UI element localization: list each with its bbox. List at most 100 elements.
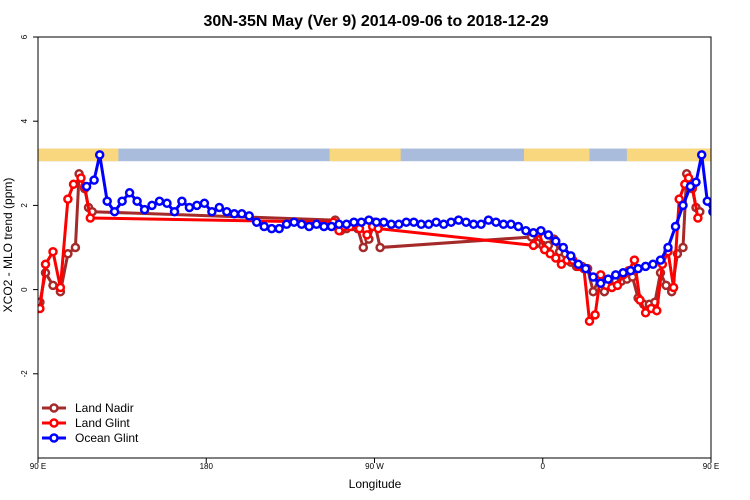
land-band-segment [329,148,401,162]
data-point-ocean-glint [326,221,337,232]
data-point-ocean-glint [401,217,412,227]
data-point-ocean-glint [109,206,120,217]
data-point-land-glint [590,310,600,320]
legend-item-land-glint: Land Glint [42,416,130,430]
land-band-segment [524,148,590,162]
data-point-ocean-glint [446,217,456,227]
data-point-ocean-glint [573,259,584,270]
legend-label: Ocean Glint [75,431,139,445]
x-tick-label: 90 E [703,462,719,471]
data-point-ocean-glint [409,217,419,227]
data-point-ocean-glint [341,219,352,230]
data-point-land-nadir [48,280,58,291]
data-point-ocean-glint [379,217,389,227]
data-point-land-glint [693,213,703,223]
data-point-ocean-glint [453,215,464,225]
data-point-land-glint [551,253,561,263]
data-point-ocean-glint [543,230,554,240]
data-point-land-glint [629,255,640,265]
data-point-ocean-glint [229,209,240,219]
data-point-ocean-glint [670,221,681,232]
data-point-ocean-glint [386,219,397,230]
x-tick-label: 0 [541,462,546,471]
x-tick-label: 180 [200,462,214,471]
y-axis-label: XCO2 - MLO trend (ppm) [1,178,15,313]
data-point-ocean-glint [319,221,329,232]
data-point-ocean-glint [371,217,382,227]
data-point-ocean-glint [580,263,591,274]
data-point-ocean-glint [154,196,165,206]
data-point-ocean-glint [506,219,516,230]
data-point-ocean-glint [102,196,112,206]
data-point-ocean-glint [431,217,441,227]
data-point-land-glint [85,213,96,223]
data-point-ocean-glint [89,175,99,185]
data-point-land-glint [668,282,679,293]
data-point-ocean-glint [461,217,471,227]
data-point-land-nadir [588,286,598,297]
data-point-ocean-glint [334,219,344,230]
data-point-ocean-glint [708,207,711,217]
data-point-land-glint [48,246,58,257]
data-point-ocean-glint [237,209,247,219]
data-point-ocean-glint [566,251,576,261]
data-point-land-glint [528,240,539,251]
data-point-ocean-glint [739,206,746,213]
data-point-land-nadir [661,280,671,291]
data-point-land-glint [63,194,73,204]
data-point-ocean-glint [536,225,546,236]
data-point-ocean-glint [717,198,724,205]
data-point-ocean-glint [423,219,434,230]
data-point-ocean-glint [588,272,598,282]
data-point-ocean-glint [610,270,621,280]
data-point-land-glint [635,295,645,305]
data-point-ocean-glint [281,219,292,230]
x-tick-label: 90 W [365,462,384,471]
data-point-land-glint [40,259,51,270]
data-point-land-glint [595,270,606,280]
data-point-land-nadir [678,242,688,253]
y-tick-label: -2 [20,370,29,378]
data-point-land-glint [362,230,372,240]
legend-item-ocean-glint: Ocean Glint [42,431,139,445]
data-point-ocean-glint [633,263,643,274]
data-point-ocean-glint [296,219,307,230]
legend-swatch-marker [49,433,59,443]
plot-frame [37,36,712,459]
data-point-ocean-glint [94,150,105,160]
data-point-ocean-glint [696,150,707,160]
data-point-land-glint [584,316,595,326]
data-point-ocean-glint [356,217,367,227]
data-point-ocean-glint [184,202,195,213]
data-point-ocean-glint [207,206,217,217]
data-point-ocean-glint [655,255,666,265]
legend-swatch-marker [49,418,59,428]
y-tick-label: 4 [20,118,29,123]
data-point-ocean-glint [476,219,486,230]
data-point-ocean-glint [192,200,202,211]
data-point-ocean-glint [139,204,150,215]
legend-swatch-marker [49,403,59,413]
series-layer [38,150,746,326]
data-point-ocean-glint [603,274,613,284]
y-tick-label: 2 [20,203,29,208]
data-point-ocean-glint [691,177,701,187]
data-point-ocean-glint [289,217,299,227]
data-point-ocean-glint [416,219,426,230]
data-point-ocean-glint [483,215,494,225]
data-point-ocean-glint [558,242,569,253]
data-point-ocean-glint [162,198,172,209]
data-point-ocean-glint [117,196,127,206]
data-point-land-nadir [358,242,369,253]
data-point-ocean-glint [491,217,501,227]
data-point-ocean-glint [498,219,509,230]
legend-label: Land Glint [75,416,130,430]
data-point-land-glint [55,282,66,293]
data-point-ocean-glint [724,189,731,196]
legend-item-land-nadir: Land Nadir [42,401,134,415]
data-point-ocean-glint [678,200,688,211]
y-tick-label: 6 [20,34,29,39]
data-point-ocean-glint [521,225,531,236]
data-point-land-nadir [375,242,385,253]
